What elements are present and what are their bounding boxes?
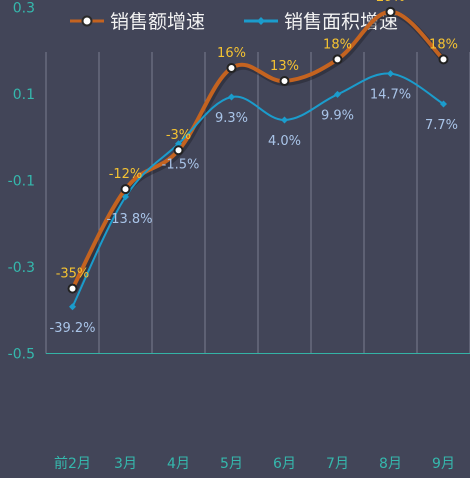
legend-item-series-1: 销售额增速: [70, 11, 205, 33]
series-marker: [387, 70, 394, 78]
data-label: 16%: [217, 46, 246, 61]
x-tick-label: 3月: [114, 456, 137, 472]
series-marker: [385, 6, 396, 17]
data-label: 13%: [270, 59, 299, 74]
series-marker: [69, 303, 76, 311]
x-axis-tick-labels: 前2月 3月 4月 5月 6月 7月 8月 9月: [54, 455, 455, 472]
data-label: -3%: [166, 128, 191, 143]
series-marker: [332, 54, 343, 65]
legend-marker-series-2: [257, 17, 265, 25]
series-marker: [281, 116, 288, 124]
series-marker: [226, 63, 237, 74]
series-marker: [175, 140, 182, 148]
data-label: -12%: [109, 167, 143, 182]
y-tick-label: -0.3: [8, 260, 35, 276]
series-marker: [334, 90, 341, 98]
legend-label-series-1: 销售额增速: [110, 11, 205, 33]
series-marker: [440, 100, 447, 108]
data-label: 9.3%: [215, 111, 248, 126]
data-label: 9.9%: [321, 108, 354, 123]
data-label: -35%: [56, 267, 90, 282]
series-marker: [438, 54, 449, 65]
data-label: 14.7%: [370, 88, 411, 103]
data-label: 18%: [429, 37, 458, 52]
data-label: -39.2%: [50, 321, 96, 336]
series-markers: [67, 6, 449, 311]
data-label: 4.0%: [268, 134, 301, 149]
x-tick-label: 9月: [432, 456, 455, 472]
y-tick-label: 0.3: [13, 1, 35, 17]
series-marker: [173, 145, 184, 156]
x-tick-label: 5月: [220, 456, 243, 472]
y-tick-label: -0.1: [8, 174, 35, 190]
x-tick-label: 8月: [379, 456, 402, 472]
series-marker: [120, 184, 131, 195]
x-tick-label: 前2月: [54, 455, 91, 472]
series-marker: [122, 193, 129, 201]
series-marker: [228, 93, 235, 101]
data-labels: -35% -12% -3% 16% 13% 18% 29% 18% -39.2% -13.8% -1…: [50, 0, 459, 336]
series-marker: [67, 283, 78, 294]
x-tick-label: 4月: [167, 456, 190, 472]
data-label: 18%: [323, 37, 352, 52]
x-tick-label: 7月: [326, 456, 349, 472]
data-label: -1.5%: [162, 158, 200, 173]
y-axis-tick-labels: 0.3 0.1 -0.1 -0.3 -0.5: [8, 1, 35, 363]
y-tick-label: 0.1: [13, 87, 35, 103]
y-tick-label: -0.5: [8, 347, 35, 363]
data-label: 7.7%: [425, 118, 458, 133]
data-label: 29%: [376, 0, 405, 5]
legend-marker-series-1: [81, 15, 93, 27]
series-marker: [279, 76, 290, 87]
data-label: -13.8%: [107, 212, 153, 227]
x-tick-label: 6月: [273, 456, 296, 472]
